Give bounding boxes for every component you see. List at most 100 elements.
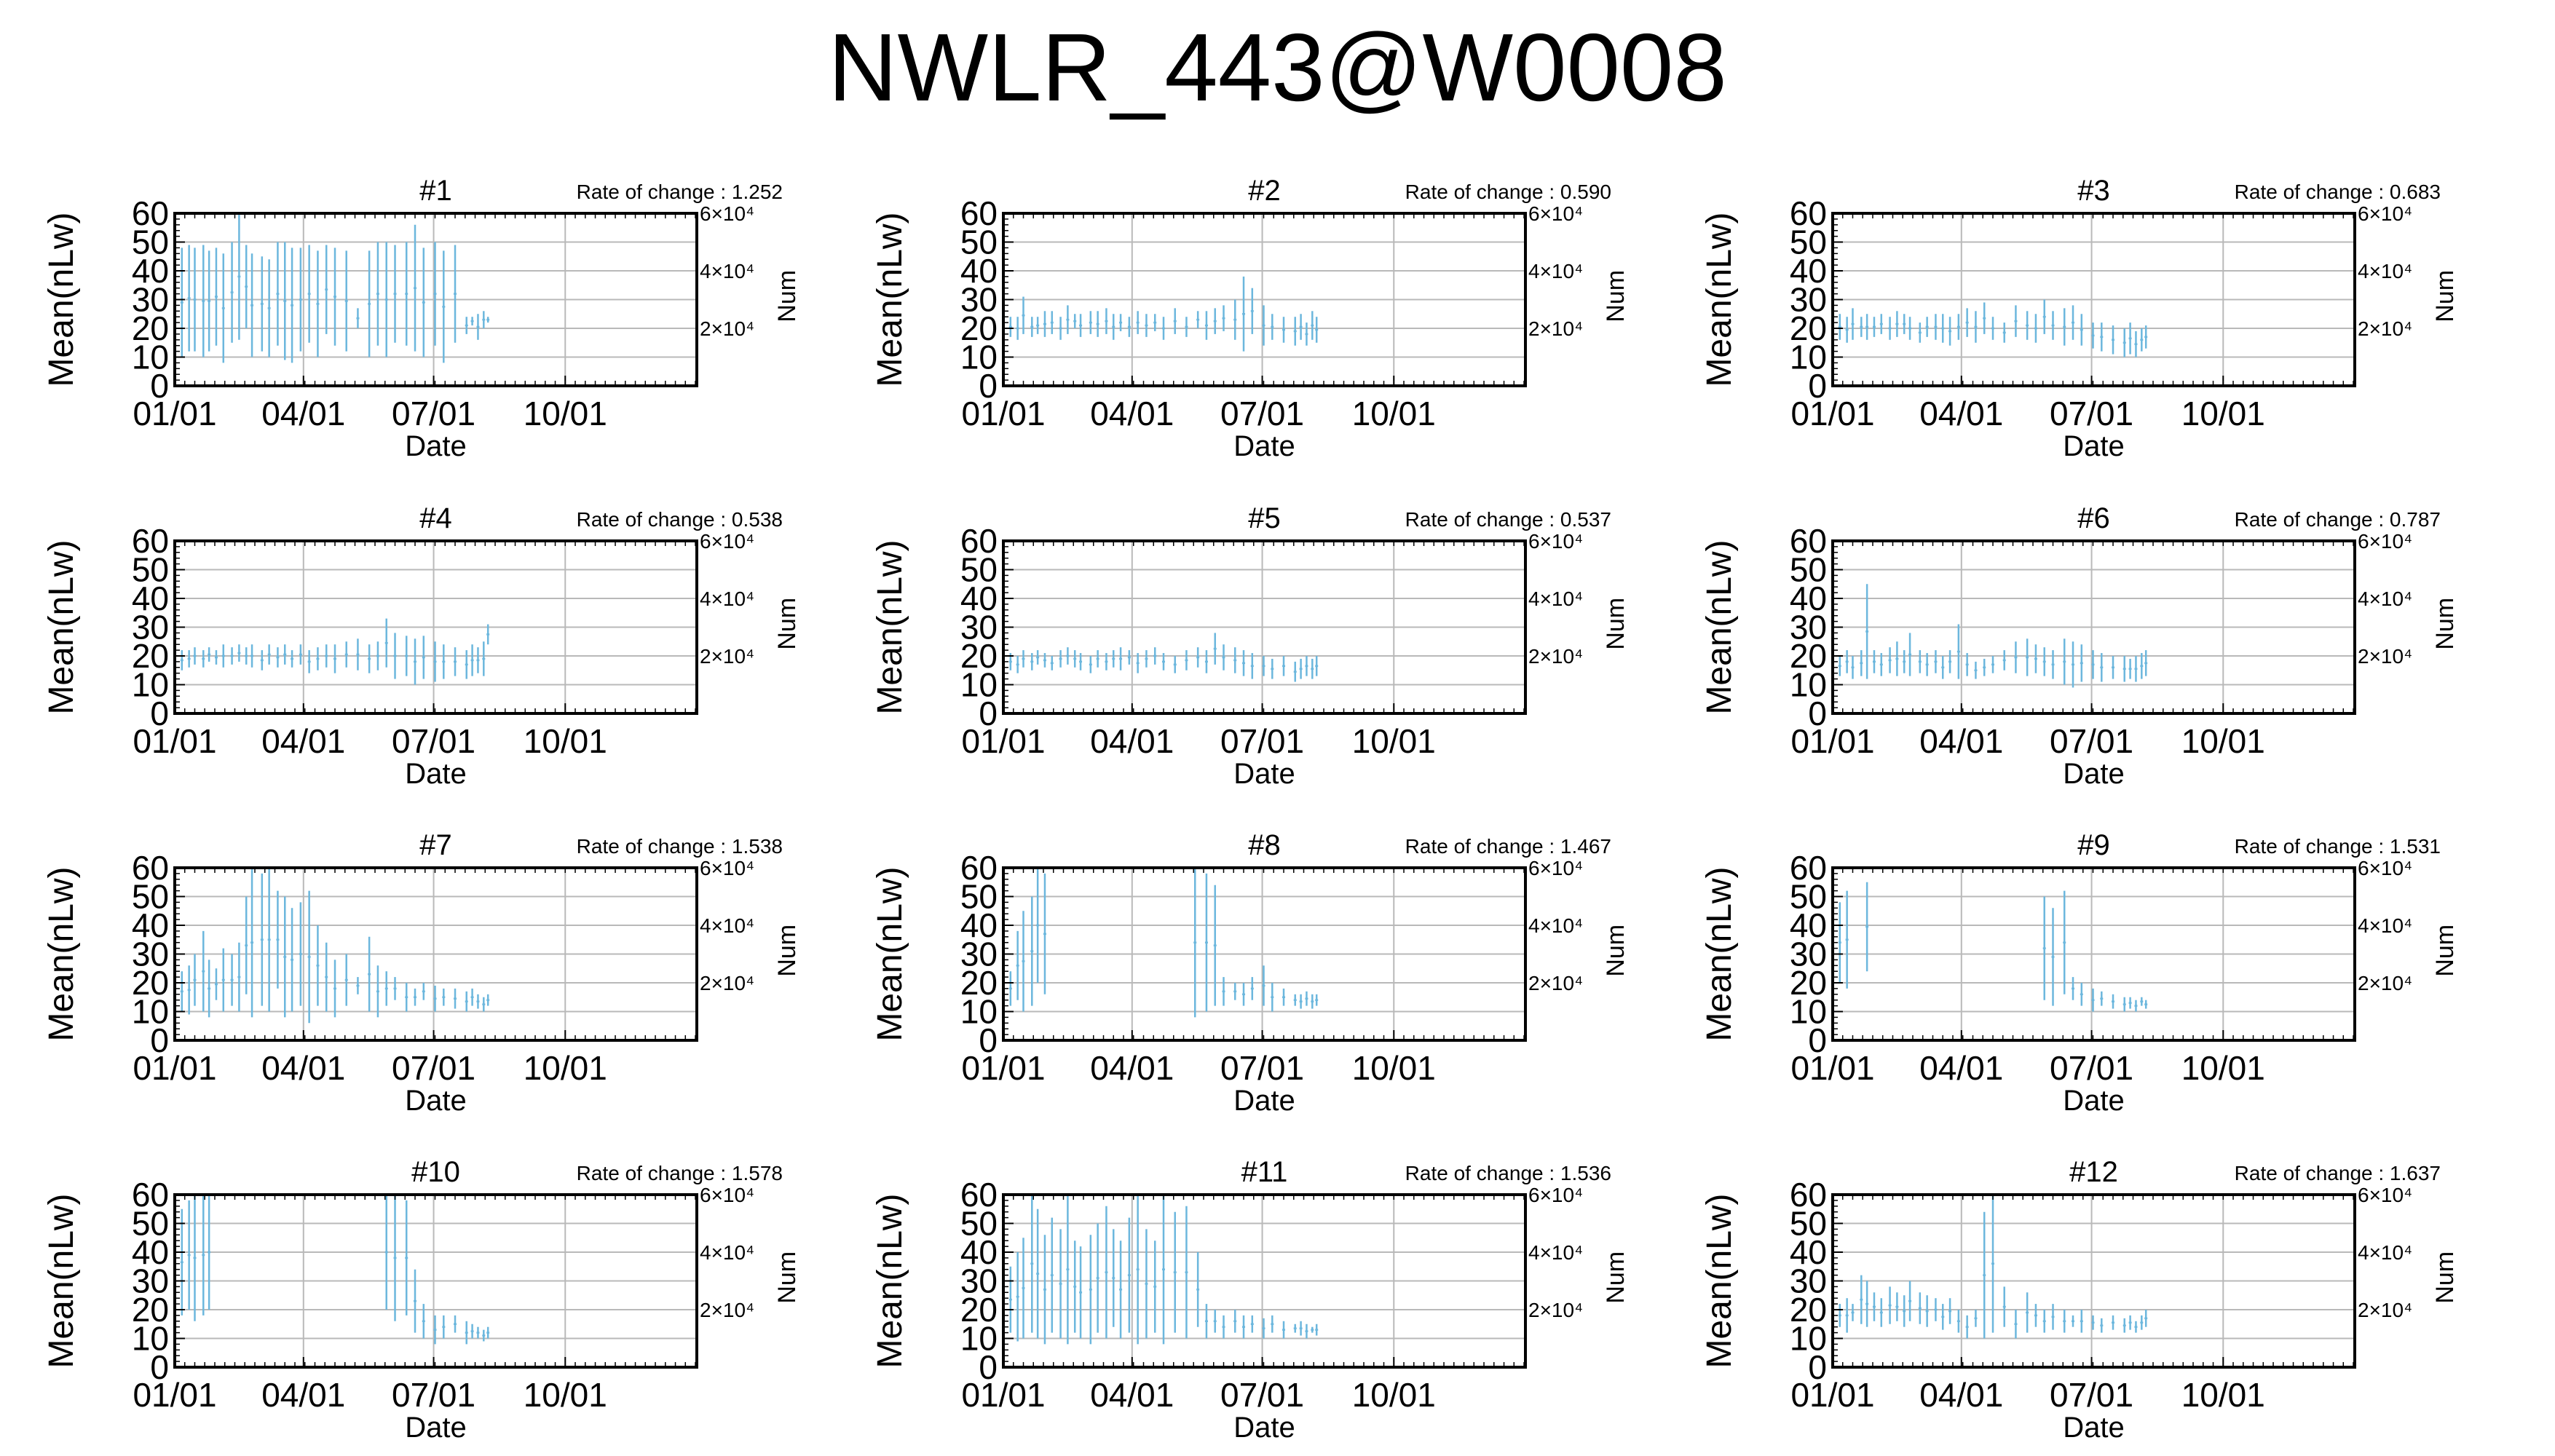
figure-title: NWLR_443@W0008: [828, 14, 1727, 121]
y-tick-label: 30: [1790, 1262, 1827, 1300]
x-tick-label: 07/01: [392, 395, 475, 432]
rate-of-change-label: Rate of change : 0.787: [2235, 508, 2441, 531]
x-tick-label: 10/01: [524, 395, 607, 432]
x-tick-label: 10/01: [2181, 722, 2265, 760]
y2-tick-label: 2×10⁴: [2358, 972, 2412, 994]
y-tick-label: 60: [132, 194, 169, 232]
x-tick-label: 10/01: [2181, 395, 2265, 432]
x-axis-label: Date: [2063, 1412, 2125, 1444]
y-tick-label: 0: [979, 695, 998, 732]
y2-axis-label: Num: [2431, 270, 2459, 323]
y-axis-label: Mean(nLw): [1700, 866, 1739, 1041]
y-tick-label: 50: [960, 878, 998, 916]
panel-title: #5: [1248, 502, 1281, 534]
x-tick-label: 07/01: [2050, 395, 2133, 432]
x-tick-label: 10/01: [524, 1049, 607, 1087]
y-axis-label: Mean(nLw): [42, 212, 81, 387]
y2-tick-label: 4×10⁴: [700, 260, 754, 282]
y2-axis-label: Num: [1602, 598, 1630, 650]
y-tick-label: 30: [960, 281, 998, 319]
y-tick-label: 50: [1790, 551, 1827, 589]
x-axis-label: Date: [405, 430, 467, 462]
y2-axis-label: Num: [2431, 925, 2459, 977]
y-tick-label: 50: [132, 878, 169, 916]
x-tick-label: 04/01: [1090, 1376, 1174, 1414]
y2-tick-label: 4×10⁴: [700, 914, 754, 937]
y-tick-label: 10: [960, 339, 998, 376]
x-tick-label: 01/01: [1790, 722, 1874, 760]
y-tick-label: 10: [1790, 993, 1827, 1031]
rate-of-change-label: Rate of change : 0.538: [577, 508, 783, 531]
y-tick-label: 60: [132, 522, 169, 560]
x-tick-label: 04/01: [1090, 1049, 1174, 1087]
y2-tick-label: 4×10⁴: [2358, 914, 2412, 937]
y2-axis-label: Num: [2431, 598, 2459, 650]
y-tick-label: 40: [1790, 1233, 1827, 1271]
y-tick-label: 30: [960, 935, 998, 973]
y2-tick-label: 6×10⁴: [700, 1184, 754, 1206]
y-axis-label: Mean(nLw): [871, 212, 909, 387]
y2-tick-label: 6×10⁴: [700, 202, 754, 225]
rate-of-change-label: Rate of change : 1.252: [577, 181, 783, 203]
y-tick-label: 40: [1790, 252, 1827, 290]
y2-axis-label: Num: [1602, 270, 1630, 323]
x-axis-label: Date: [1233, 758, 1295, 790]
y-tick-label: 0: [1808, 695, 1827, 732]
y2-axis-label: Num: [1602, 1251, 1630, 1304]
y-tick-label: 20: [1790, 637, 1827, 675]
x-tick-label: 01/01: [1790, 1376, 1874, 1414]
y2-tick-label: 2×10⁴: [1528, 317, 1583, 340]
y-tick-label: 0: [979, 1021, 998, 1059]
y2-axis-label: Num: [773, 270, 801, 323]
rate-of-change-label: Rate of change : 1.578: [577, 1162, 783, 1184]
y-tick-label: 50: [1790, 223, 1827, 261]
panel-title: #3: [2077, 175, 2110, 207]
y-tick-label: 50: [132, 1205, 169, 1243]
rate-of-change-label: Rate of change : 1.637: [2235, 1162, 2441, 1184]
x-tick-label: 04/01: [261, 1049, 345, 1087]
y-tick-label: 50: [1790, 878, 1827, 916]
x-tick-label: 07/01: [1220, 395, 1304, 432]
y-tick-label: 40: [960, 906, 998, 944]
x-tick-label: 04/01: [1919, 1376, 2003, 1414]
x-tick-label: 10/01: [524, 1376, 607, 1414]
y-tick-label: 20: [1790, 309, 1827, 347]
y-tick-label: 30: [960, 1262, 998, 1300]
y-tick-label: 50: [1790, 1205, 1827, 1243]
y-axis-label: Mean(nLw): [42, 866, 81, 1041]
y2-tick-label: 6×10⁴: [1528, 857, 1583, 879]
x-tick-label: 10/01: [524, 722, 607, 760]
y-tick-label: 0: [150, 695, 169, 732]
x-tick-label: 07/01: [1220, 1376, 1304, 1414]
y-tick-label: 10: [132, 339, 169, 376]
y-tick-label: 60: [132, 849, 169, 887]
y-tick-label: 60: [960, 1176, 998, 1214]
y-tick-label: 40: [960, 1233, 998, 1271]
y-tick-label: 20: [960, 309, 998, 347]
y2-tick-label: 2×10⁴: [2358, 1299, 2412, 1321]
y2-axis-label: Num: [773, 1251, 801, 1304]
y-axis-label: Mean(nLw): [42, 1193, 81, 1368]
y-tick-label: 20: [132, 309, 169, 347]
y-tick-label: 0: [979, 1348, 998, 1386]
y-tick-label: 60: [1790, 194, 1827, 232]
x-axis-label: Date: [1233, 1085, 1295, 1117]
y-tick-label: 40: [960, 252, 998, 290]
x-tick-label: 04/01: [1919, 395, 2003, 432]
y-tick-label: 20: [132, 637, 169, 675]
y2-tick-label: 4×10⁴: [2358, 587, 2412, 610]
y-tick-label: 10: [132, 1320, 169, 1358]
x-tick-label: 04/01: [261, 395, 345, 432]
y-axis-label: Mean(nLw): [1700, 1193, 1739, 1368]
x-tick-label: 04/01: [261, 722, 345, 760]
y2-tick-label: 6×10⁴: [700, 530, 754, 553]
x-tick-label: 01/01: [1790, 395, 1874, 432]
y-tick-label: 50: [132, 551, 169, 589]
panel-title: #10: [411, 1156, 460, 1188]
panel-title: #7: [419, 829, 452, 861]
y2-tick-label: 2×10⁴: [2358, 645, 2412, 668]
y-tick-label: 20: [960, 637, 998, 675]
